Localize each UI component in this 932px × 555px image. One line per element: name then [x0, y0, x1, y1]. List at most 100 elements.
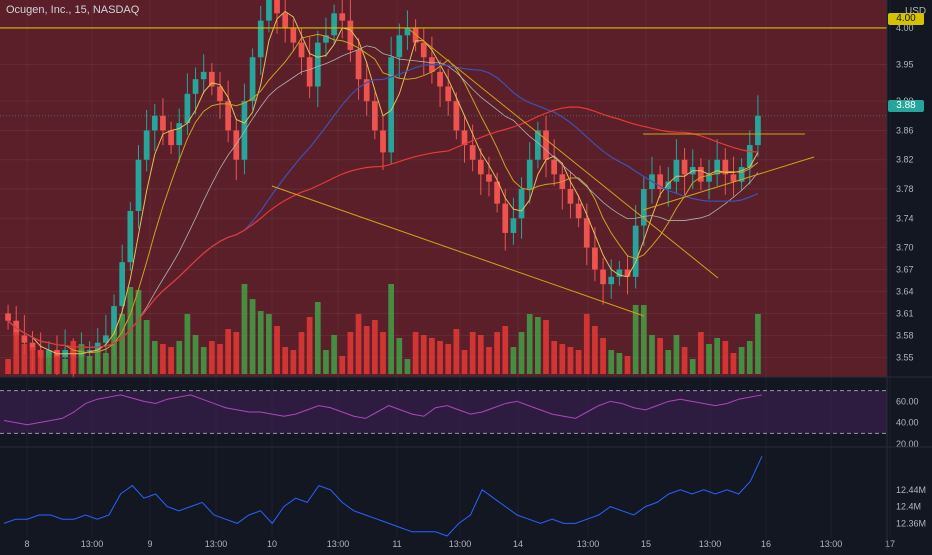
- price-tick-label: 3.70: [896, 243, 914, 253]
- candle-body: [266, 0, 272, 21]
- candle-body: [518, 189, 525, 219]
- price-tick-label: 3.58: [896, 330, 914, 340]
- x-tick-label: 9: [147, 539, 152, 549]
- price-axis-bg: [887, 0, 932, 550]
- candle-body: [241, 101, 248, 160]
- volume-bar: [649, 335, 655, 374]
- x-tick-label: 13:00: [327, 539, 350, 549]
- volume-bar: [681, 347, 688, 374]
- candle-body: [543, 130, 549, 160]
- volume-bar: [730, 353, 737, 374]
- volume-bar: [608, 350, 615, 374]
- osc-tick-label: 12.4M: [896, 502, 921, 512]
- price-tick-label: 3.64: [896, 286, 914, 296]
- candle-body: [632, 225, 639, 277]
- candle-body: [339, 13, 346, 21]
- candle-body: [21, 335, 28, 343]
- price-tick-label: 3.55: [896, 352, 914, 362]
- volume-bar: [722, 341, 729, 374]
- candle-body: [176, 123, 183, 146]
- chart-title: Ocugen, Inc., 15, NASDAQ: [6, 4, 140, 16]
- volume-bar: [510, 347, 517, 374]
- volume-bar: [575, 350, 582, 374]
- volume-bar: [461, 350, 468, 374]
- price-tick-label: 3.67: [896, 265, 914, 275]
- volume-bar: [266, 314, 272, 374]
- volume-bar: [592, 326, 598, 374]
- osc-pane-bg: [0, 448, 887, 538]
- volume-bar: [396, 338, 403, 374]
- volume-bar: [86, 356, 93, 374]
- candle-body: [616, 269, 623, 277]
- volume-bar: [62, 359, 68, 374]
- resistance-price-tag: 4.00: [888, 13, 924, 25]
- x-tick-label: 14: [513, 539, 523, 549]
- volume-bar: [298, 332, 305, 374]
- candle-body: [306, 57, 313, 87]
- candle-body: [217, 86, 223, 102]
- volume-bar: [583, 314, 590, 374]
- volume-bar: [543, 320, 549, 374]
- candle-body: [624, 269, 631, 277]
- candle-body: [127, 210, 134, 263]
- candle-body: [502, 203, 509, 233]
- volume-bar: [323, 350, 329, 374]
- price-tick-label: 3.74: [896, 213, 914, 223]
- candle-body: [208, 71, 215, 87]
- candle-body: [755, 115, 761, 146]
- price-tick-label: 3.95: [896, 60, 914, 70]
- volume-bar: [746, 341, 753, 374]
- volume-bar: [469, 332, 476, 374]
- candle-body: [5, 313, 11, 321]
- candle-body: [94, 342, 101, 351]
- osc-tick-label: 12.44M: [896, 485, 926, 495]
- volume-bar: [494, 332, 500, 374]
- candle-body: [200, 71, 207, 80]
- candle-body: [371, 101, 378, 131]
- volume-bar: [37, 350, 44, 374]
- candle-body: [249, 57, 256, 102]
- trendline-down-2: [409, 29, 719, 279]
- volume-bar: [241, 284, 248, 374]
- moving-average-line: [7, 10, 759, 355]
- candle-body: [331, 13, 337, 36]
- oscillator-line: [3, 455, 763, 537]
- price-tick-label: 3.82: [896, 155, 914, 165]
- volume-bar: [290, 350, 297, 374]
- volume-bar: [274, 326, 280, 374]
- candle-body: [388, 57, 395, 153]
- volume-bar: [160, 344, 166, 374]
- x-tick-label: 13:00: [577, 539, 600, 549]
- volume-bar: [738, 347, 745, 374]
- candle-body: [698, 167, 704, 182]
- candle-body: [143, 130, 150, 160]
- volume-bar: [192, 335, 199, 374]
- candle-body: [469, 145, 476, 160]
- volume-bar: [429, 338, 435, 374]
- currency-label: USD: [905, 6, 927, 17]
- volume-bar: [21, 344, 28, 374]
- volume-bar: [673, 335, 680, 374]
- volume-bar: [233, 332, 240, 374]
- candle-body: [486, 174, 492, 182]
- rsi-line: [3, 394, 763, 426]
- candle-body: [347, 20, 354, 50]
- candle-body: [567, 189, 574, 204]
- volume-bar: [640, 305, 647, 374]
- candle-body: [396, 35, 403, 58]
- volume-bar: [477, 335, 484, 374]
- volume-bar: [755, 314, 761, 374]
- volume-bar: [176, 341, 183, 374]
- candle-body: [119, 262, 126, 307]
- volume-bar: [217, 344, 223, 374]
- candle-body: [608, 276, 615, 285]
- volume-bar: [616, 353, 623, 374]
- candle-body: [592, 247, 598, 270]
- volume-bar: [657, 338, 663, 374]
- volume-bar: [200, 347, 207, 374]
- volume-bar: [306, 317, 313, 374]
- x-tick-label: 16: [761, 539, 771, 549]
- volume-bar: [29, 347, 36, 374]
